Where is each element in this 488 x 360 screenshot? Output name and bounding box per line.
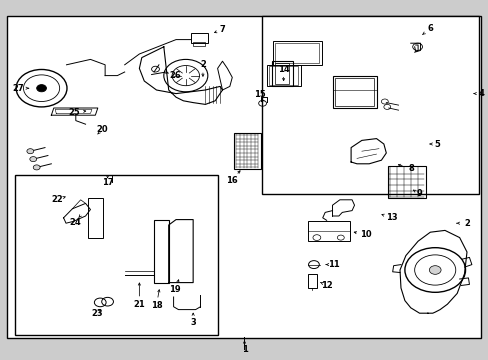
Bar bbox=[193, 42, 205, 46]
Text: 14: 14 bbox=[277, 65, 289, 74]
Circle shape bbox=[33, 165, 40, 170]
Bar bbox=[268, 66, 298, 85]
Text: 20: 20 bbox=[96, 125, 107, 134]
Text: 4: 4 bbox=[478, 89, 484, 98]
Bar bbox=[387, 166, 425, 198]
Text: 21: 21 bbox=[133, 300, 145, 309]
Text: 17: 17 bbox=[102, 178, 113, 187]
Text: 15: 15 bbox=[254, 90, 265, 99]
Text: 10: 10 bbox=[359, 230, 371, 239]
Text: 12: 12 bbox=[320, 281, 332, 289]
Text: 7: 7 bbox=[219, 25, 225, 34]
Text: 23: 23 bbox=[91, 310, 102, 319]
Circle shape bbox=[428, 266, 440, 274]
Bar bbox=[266, 65, 300, 86]
Text: 25: 25 bbox=[68, 108, 80, 117]
Bar bbox=[272, 41, 321, 65]
Text: 18: 18 bbox=[150, 301, 162, 310]
Bar bbox=[190, 33, 207, 43]
Bar bbox=[275, 63, 288, 84]
Bar bbox=[88, 198, 102, 238]
Bar bbox=[7, 16, 480, 338]
Text: 8: 8 bbox=[408, 164, 414, 173]
Text: 11: 11 bbox=[327, 260, 339, 269]
Text: 13: 13 bbox=[386, 213, 397, 222]
Bar bbox=[261, 16, 478, 194]
Text: 16: 16 bbox=[226, 176, 238, 185]
Text: 1: 1 bbox=[241, 346, 247, 354]
Text: 27: 27 bbox=[13, 84, 24, 93]
Bar bbox=[335, 78, 373, 106]
Bar bbox=[272, 61, 292, 86]
Bar bbox=[15, 175, 217, 335]
Circle shape bbox=[37, 85, 46, 92]
Bar bbox=[233, 133, 260, 169]
Text: 5: 5 bbox=[434, 140, 440, 149]
Text: 19: 19 bbox=[169, 285, 181, 294]
Bar bbox=[154, 220, 168, 283]
Text: 26: 26 bbox=[169, 71, 181, 80]
Text: 9: 9 bbox=[416, 189, 422, 198]
Text: 3: 3 bbox=[190, 318, 196, 327]
Bar bbox=[307, 221, 349, 241]
Bar bbox=[332, 76, 376, 108]
Bar bbox=[275, 43, 319, 63]
Circle shape bbox=[30, 157, 37, 162]
Text: 6: 6 bbox=[427, 24, 432, 33]
Text: 22: 22 bbox=[52, 195, 63, 204]
Text: 2: 2 bbox=[463, 219, 469, 228]
Bar bbox=[307, 274, 316, 288]
Text: 2: 2 bbox=[200, 60, 205, 69]
Text: 24: 24 bbox=[69, 217, 81, 227]
Circle shape bbox=[27, 149, 34, 154]
